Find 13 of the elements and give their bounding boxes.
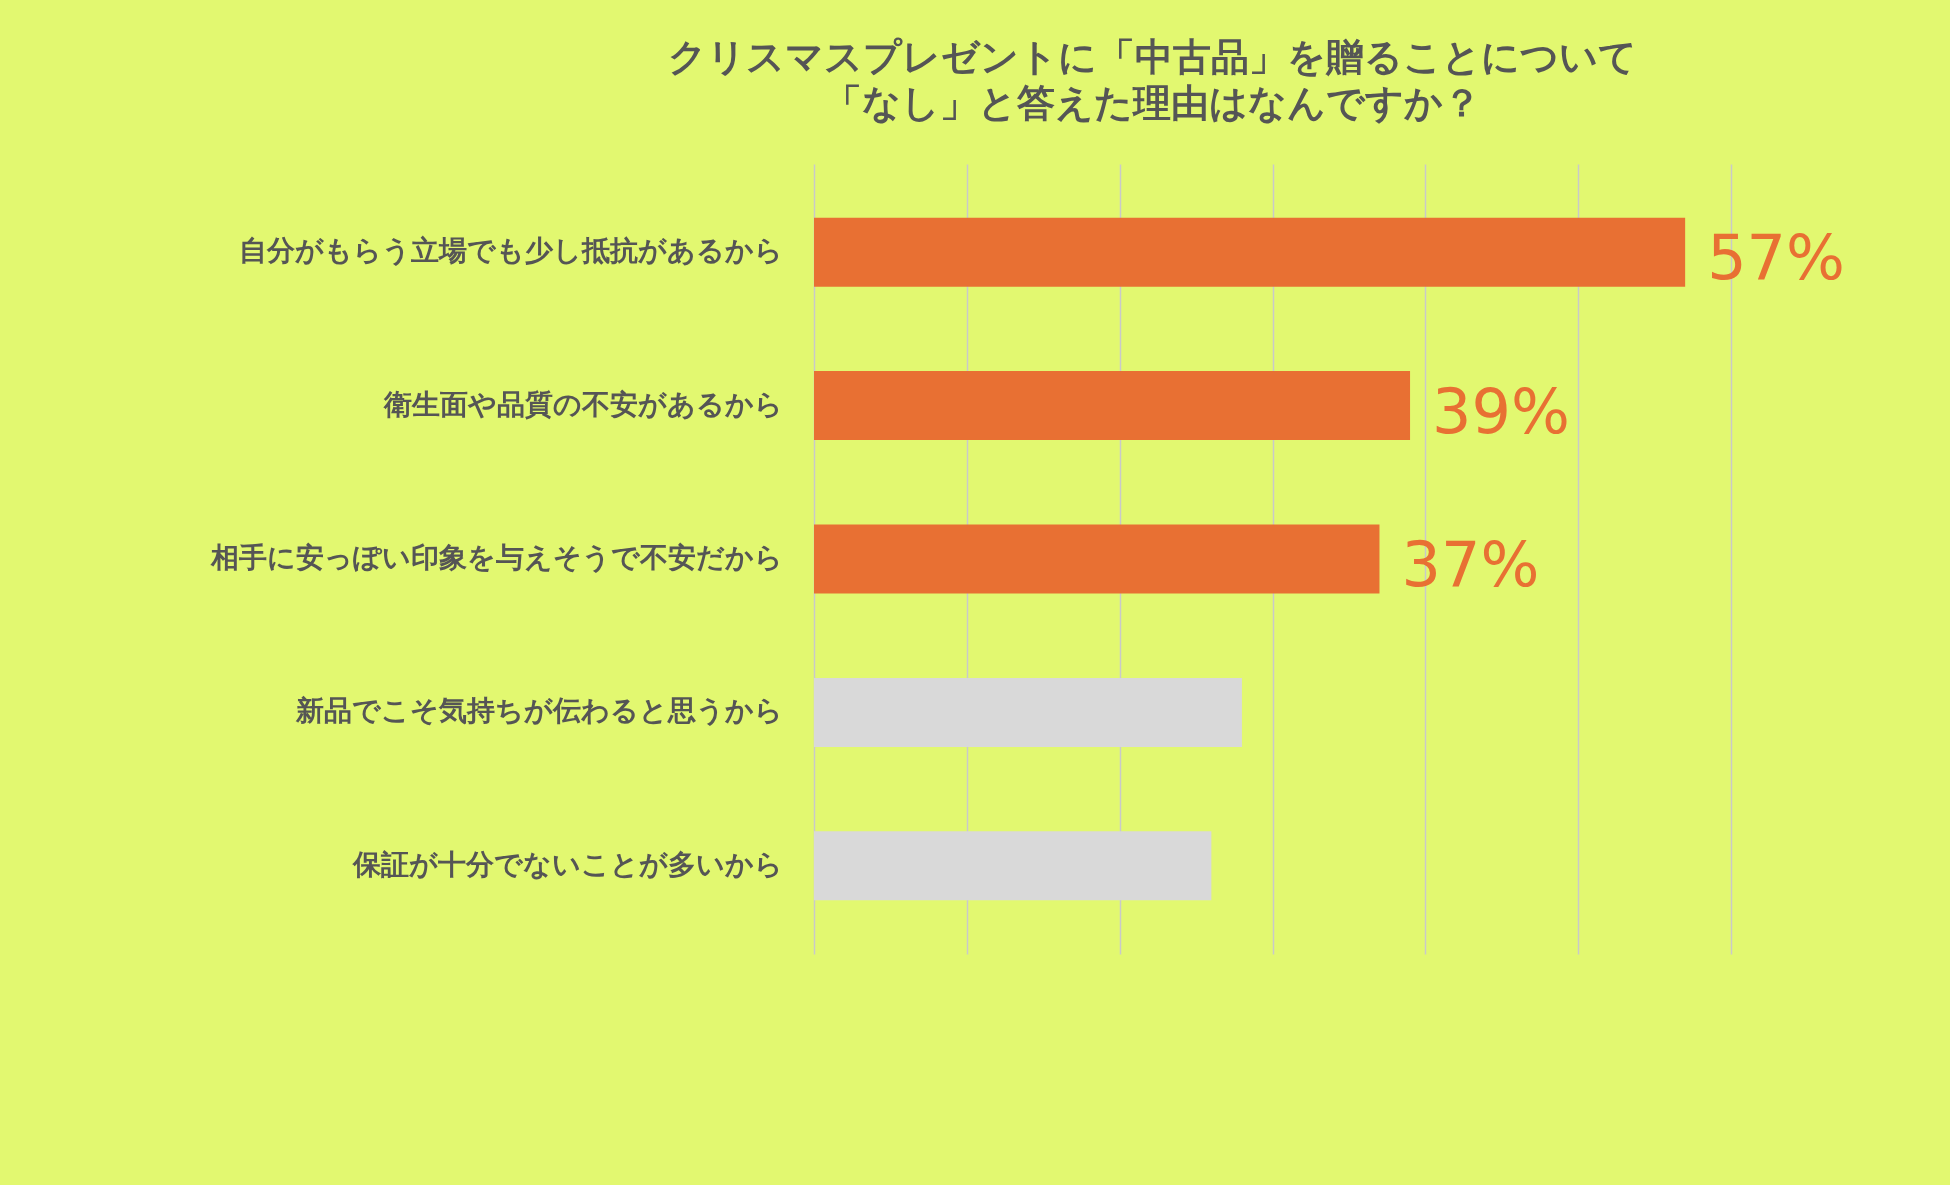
bar bbox=[814, 831, 1212, 901]
y-tick-label: 相手に安っぽい印象を与えそうで不安だから bbox=[209, 541, 783, 574]
bar bbox=[814, 677, 1242, 747]
bar bbox=[814, 524, 1380, 594]
y-tick-label: 衛生面や品質の不安があるから bbox=[382, 387, 783, 421]
y-tick-label: 保証が十分でないことが多いから bbox=[351, 847, 783, 881]
y-tick-label: 自分がもらう立場でも少し抵抗があるから bbox=[238, 234, 783, 268]
chart-title: クリスマスプレゼントに「中古品」を贈ることについて bbox=[668, 35, 1637, 79]
data-label: 39% bbox=[1432, 374, 1570, 448]
bar bbox=[814, 217, 1686, 287]
bar bbox=[814, 371, 1411, 441]
chart-subtitle: 「なし」と答えた理由はなんですか？ bbox=[824, 81, 1481, 125]
y-tick-label: 新品でこそ気持ちが伝わると思うから bbox=[294, 694, 783, 728]
